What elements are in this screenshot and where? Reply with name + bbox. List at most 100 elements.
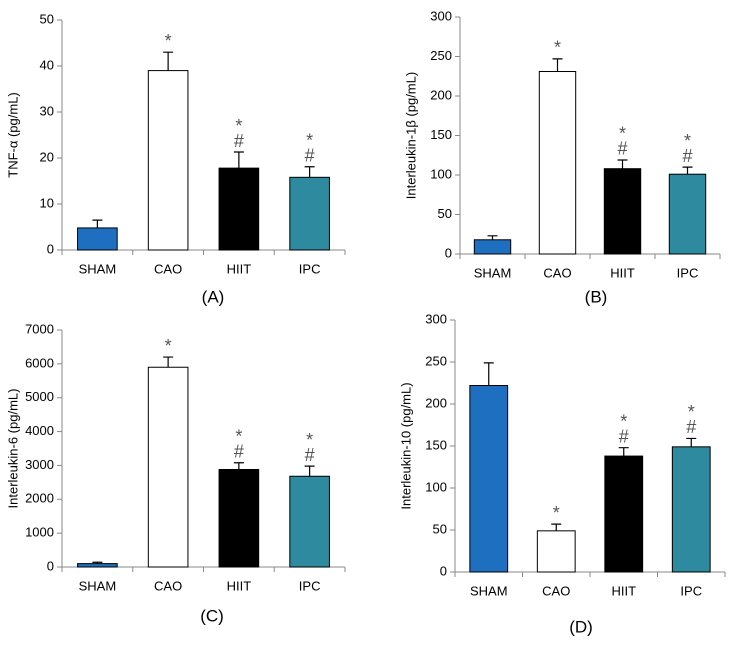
significance-mark: * <box>619 124 626 144</box>
x-tick-label: IPC <box>680 583 702 598</box>
error-bar <box>92 219 103 228</box>
y-tick-label: 4000 <box>25 423 54 438</box>
error-bar <box>163 356 174 368</box>
y-tick-label: 200 <box>425 395 447 410</box>
significance-mark: * <box>306 130 313 150</box>
significance-mark: * <box>684 131 691 151</box>
y-tick-label: 3000 <box>25 457 54 472</box>
significance-mark: * <box>554 38 561 58</box>
x-tick-label: SHAM <box>79 261 117 276</box>
error-bar <box>551 523 562 531</box>
panel-label: (B) <box>585 287 608 306</box>
bar <box>218 167 260 251</box>
error-bar <box>682 166 693 175</box>
y-tick-label: 250 <box>425 353 447 368</box>
significance-mark: # <box>686 417 696 437</box>
y-tick-label: 0 <box>440 563 447 578</box>
error-bar <box>163 51 174 71</box>
y-tick-label: 150 <box>430 127 452 142</box>
x-tick-label: HIIT <box>227 578 252 593</box>
bar <box>536 530 576 573</box>
panel-label: (D) <box>569 617 593 636</box>
y-tick-label: 300 <box>425 311 447 326</box>
x-tick-label: HIIT <box>227 261 252 276</box>
bar <box>603 168 642 255</box>
significance-mark: * <box>306 430 313 450</box>
y-tick-label: 0 <box>47 558 54 573</box>
significance-mark: * <box>688 402 695 422</box>
error-bar <box>483 362 494 386</box>
significance-mark: * <box>620 411 627 431</box>
x-tick-label: HIIT <box>611 583 636 598</box>
chart-panel: 0 1000 2000 3000 4000 5000 6000 7000 Interleukin… <box>5 321 346 625</box>
y-tick-label: 50 <box>438 206 452 221</box>
y-tick-label: 50 <box>433 521 447 536</box>
y-tick-label: 30 <box>40 103 54 118</box>
error-bar <box>618 447 629 457</box>
bar <box>289 176 330 251</box>
y-tick-label: 100 <box>430 166 452 181</box>
x-tick-label: HIIT <box>610 265 635 280</box>
y-tick-label: 10 <box>40 195 54 210</box>
error-bar <box>617 159 628 169</box>
error-bar <box>552 58 563 72</box>
y-tick-label: 250 <box>430 48 452 63</box>
bar <box>473 239 512 255</box>
bar <box>604 455 644 573</box>
significance-mark: * <box>235 116 242 136</box>
significance-mark: * <box>165 31 172 51</box>
significance-mark: # <box>305 445 315 465</box>
x-tick-label: CAO <box>154 578 182 593</box>
y-tick-label: 0 <box>47 241 54 256</box>
bar <box>671 446 711 573</box>
bar <box>218 468 260 568</box>
y-tick-label: 20 <box>40 149 54 164</box>
error-bar <box>686 437 697 447</box>
significance-mark: # <box>234 131 244 151</box>
y-axis-label: TNF-α (pg/mL) <box>5 92 20 178</box>
panel-label: (A) <box>202 287 225 306</box>
x-tick-label: CAO <box>543 265 571 280</box>
panel-label: (C) <box>200 606 224 625</box>
x-tick-label: SHAM <box>474 265 512 280</box>
y-tick-label: 0 <box>445 245 452 260</box>
bar <box>289 475 330 568</box>
y-tick-label: 300 <box>430 8 452 23</box>
x-tick-label: SHAM <box>470 583 508 598</box>
bar <box>538 71 577 255</box>
significance-mark: # <box>682 146 692 166</box>
bar <box>668 173 707 255</box>
chart-panel: 0 50 100 150 200 250 300 Interleukin-10 (pg/mL)… <box>398 311 726 636</box>
significance-mark: * <box>553 503 560 523</box>
x-tick-label: CAO <box>542 583 570 598</box>
x-tick-label: SHAM <box>79 578 117 593</box>
bar <box>147 366 189 568</box>
chart-panel: 0 50 100 150 200 250 300 Interleukin-1β (pg/mL)… <box>403 8 721 306</box>
bar <box>147 70 189 251</box>
x-tick-label: CAO <box>154 261 182 276</box>
significance-mark: * <box>165 336 172 356</box>
y-tick-label: 2000 <box>25 491 54 506</box>
x-tick-label: IPC <box>677 265 699 280</box>
error-bar <box>304 465 315 477</box>
y-tick-label: 7000 <box>25 321 54 336</box>
bar <box>469 385 509 573</box>
error-bar <box>233 462 244 470</box>
y-tick-label: 5000 <box>25 389 54 404</box>
significance-mark: # <box>305 145 315 165</box>
significance-mark: # <box>619 426 629 446</box>
x-tick-label: IPC <box>299 261 321 276</box>
y-tick-label: 50 <box>40 11 54 26</box>
y-tick-label: 150 <box>425 437 447 452</box>
y-tick-label: 40 <box>40 57 54 72</box>
error-bar <box>487 235 498 240</box>
significance-mark: * <box>235 426 242 446</box>
significance-mark: # <box>617 139 627 159</box>
error-bar <box>304 166 315 178</box>
x-tick-label: IPC <box>299 578 321 593</box>
y-axis-label: Interleukin-10 (pg/mL) <box>398 382 413 509</box>
y-axis-label: Interleukin-6 (pg/mL) <box>5 389 20 509</box>
y-tick-label: 1000 <box>25 525 54 540</box>
